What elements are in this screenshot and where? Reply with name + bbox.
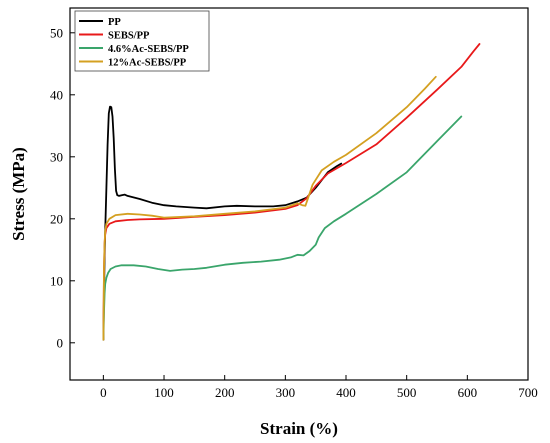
y-axis-title: Stress (MPa) — [9, 147, 28, 241]
series-line-2 — [102, 43, 481, 341]
x-axis-title: Strain (%) — [260, 419, 338, 438]
x-tick-label: 700 — [518, 385, 538, 400]
series-line-1 — [102, 105, 343, 341]
plot-frame — [69, 7, 529, 381]
x-axis-ticks: 0 100 200 300 400 500 600 700 — [100, 375, 538, 400]
y-tick-label: 30 — [50, 149, 63, 164]
x-tick-label: 100 — [154, 385, 174, 400]
x-tick-label: 600 — [458, 385, 478, 400]
y-tick-label: 20 — [50, 211, 63, 226]
x-tick-label: 200 — [215, 385, 235, 400]
x-tick-label: 500 — [397, 385, 417, 400]
y-tick-label: 40 — [50, 87, 63, 102]
x-tick-label: 300 — [276, 385, 296, 400]
y-axis-ticks: 0 10 20 30 40 50 — [50, 25, 75, 350]
series-line-3 — [102, 115, 463, 341]
plot-series-group — [102, 43, 481, 341]
x-tick-label: 0 — [100, 385, 107, 400]
y-tick-label: 50 — [50, 25, 63, 40]
legend-entry-label: PP — [108, 17, 121, 28]
y-tick-label: 10 — [50, 273, 63, 288]
x-tick-label: 400 — [336, 385, 356, 400]
legend-entry-label: 12%Ac-SEBS/PP — [108, 57, 187, 68]
legend-entry-label: SEBS/PP — [108, 30, 150, 41]
series-line-4 — [102, 75, 437, 341]
legend: PP SEBS/PP 4.6%Ac-SEBS/PP 12%Ac-SEBS/PP — [74, 10, 210, 72]
y-tick-label: 0 — [57, 335, 64, 350]
legend-entry-label: 4.6%Ac-SEBS/PP — [108, 44, 189, 55]
